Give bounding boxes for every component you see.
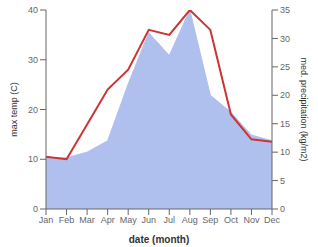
svg-text:10: 10	[28, 154, 38, 164]
svg-text:Dec: Dec	[264, 215, 281, 225]
svg-text:Jun: Jun	[141, 215, 156, 225]
svg-text:10: 10	[280, 147, 290, 157]
svg-text:20: 20	[28, 105, 38, 115]
svg-text:15: 15	[280, 119, 290, 129]
svg-text:0: 0	[280, 204, 285, 214]
svg-text:5: 5	[280, 176, 285, 186]
svg-text:20: 20	[280, 90, 290, 100]
svg-text:Jul: Jul	[164, 215, 176, 225]
svg-text:May: May	[120, 215, 138, 225]
svg-text:0: 0	[33, 204, 38, 214]
svg-text:40: 40	[28, 5, 38, 15]
svg-text:max temp (C): max temp (C)	[9, 82, 19, 137]
svg-text:med. precipitation (kg/m2): med. precipitation (kg/m2)	[299, 57, 309, 161]
svg-text:date (month): date (month)	[129, 234, 190, 245]
svg-text:Mar: Mar	[79, 215, 95, 225]
svg-text:Aug: Aug	[182, 215, 198, 225]
svg-text:Nov: Nov	[243, 215, 260, 225]
svg-text:Apr: Apr	[101, 215, 115, 225]
svg-text:30: 30	[28, 55, 38, 65]
svg-text:Sep: Sep	[202, 215, 218, 225]
svg-text:35: 35	[280, 5, 290, 15]
svg-text:Jan: Jan	[39, 215, 54, 225]
svg-text:30: 30	[280, 34, 290, 44]
svg-text:Feb: Feb	[59, 215, 75, 225]
svg-text:25: 25	[280, 62, 290, 72]
svg-text:Oct: Oct	[224, 215, 239, 225]
